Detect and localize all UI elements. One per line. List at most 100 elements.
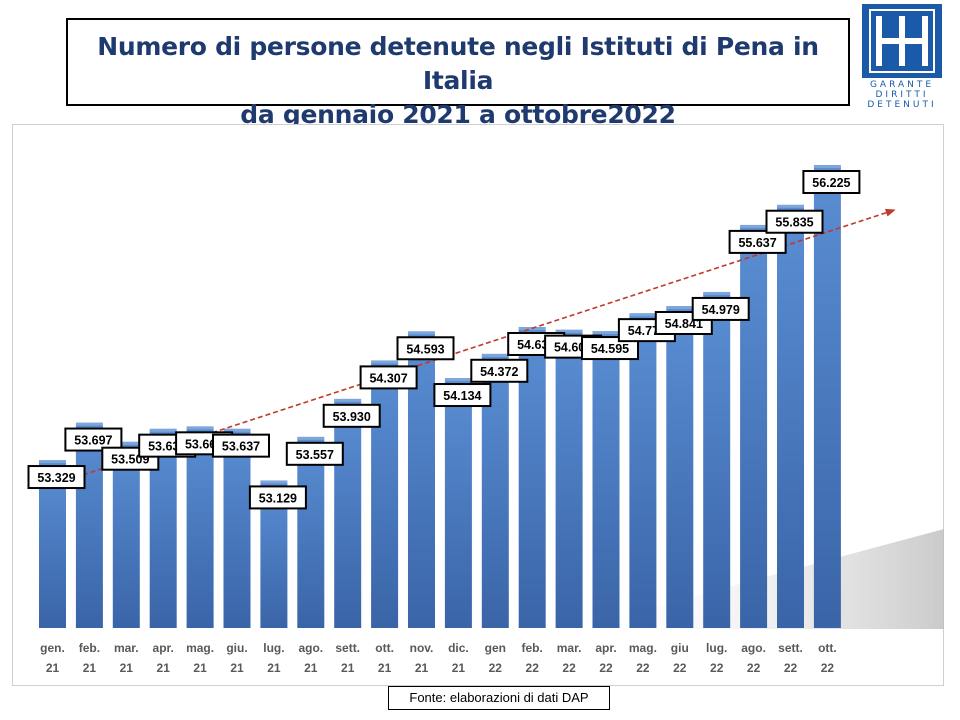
- bar: [777, 206, 804, 628]
- bar-top-edge: [223, 428, 251, 432]
- chart-title-line1: Numero di persone detenute negli Istitut…: [97, 32, 819, 95]
- data-label-text: 53.637: [222, 440, 260, 454]
- bar-top-edge: [444, 378, 472, 382]
- data-label-box: [64, 427, 123, 452]
- bar: [223, 430, 251, 628]
- bar: [592, 333, 620, 628]
- data-label-text: 56.225: [812, 176, 850, 190]
- bar-chart: 53.32953.69753.50953.63753.66053.63753.1…: [27, 165, 944, 675]
- bar-top-edge: [703, 291, 731, 295]
- data-label-text: 55.637: [738, 236, 776, 250]
- data-label-text: 53.557: [296, 448, 334, 462]
- bar-top-edge: [629, 313, 657, 317]
- data-label: 53.930: [322, 403, 381, 428]
- data-label: 54.372: [470, 358, 529, 383]
- data-label-box: [470, 358, 529, 383]
- x-tick-label: ago. 21: [298, 641, 323, 675]
- bar: [371, 362, 399, 628]
- data-label: 53.697: [64, 427, 123, 452]
- logo-text-line1: GARANTE: [869, 80, 935, 90]
- bar: [334, 400, 362, 628]
- x-tick-label: lug. 22: [706, 641, 727, 675]
- logo-emblem: [862, 4, 942, 78]
- bar-top-edge: [39, 460, 66, 464]
- x-tick-label: ott. 21: [375, 641, 394, 675]
- logo-text-line2: DIRITTI: [875, 90, 929, 100]
- data-label-box: [691, 296, 750, 321]
- data-label-box: [765, 209, 824, 234]
- x-tick-label: mag. 22: [629, 641, 657, 675]
- bar-top-edge: [777, 204, 804, 208]
- bar: [740, 226, 768, 628]
- x-tick-label: sett. 21: [335, 641, 360, 675]
- data-label-box: [27, 465, 86, 490]
- data-label: 55.835: [765, 209, 824, 234]
- bar-top-edge: [334, 398, 362, 402]
- data-label-box: [212, 433, 270, 458]
- x-tick-label: gen. 21: [40, 641, 65, 675]
- data-label-box: [433, 383, 492, 408]
- data-label-text: 53.930: [333, 410, 371, 424]
- logo-emblem-icon: [869, 9, 935, 73]
- logo-text-line3: DETENUTI: [867, 100, 937, 110]
- data-label-text: 54.595: [591, 342, 629, 356]
- data-label-text: 54.134: [443, 389, 481, 403]
- data-label: 54.595: [581, 336, 639, 361]
- bar-top-edge: [112, 441, 140, 445]
- bar-top-edge: [740, 224, 768, 228]
- bar-top-edge: [481, 353, 509, 357]
- data-label-text: 55.835: [775, 216, 813, 230]
- data-label-text: 54.979: [702, 303, 740, 317]
- x-tick-label: dic. 21: [448, 641, 469, 675]
- data-label-text: 54.307: [369, 371, 407, 385]
- bar-top-edge: [371, 360, 399, 364]
- data-label-box: [248, 485, 307, 510]
- bar-top-edge: [555, 329, 583, 333]
- data-label: 55.637: [728, 229, 787, 254]
- data-label: 53.329: [27, 465, 86, 490]
- data-label: 54.979: [691, 296, 750, 321]
- source-note: Fonte: elaborazioni di dati DAP: [388, 686, 610, 710]
- data-label: 53.637: [212, 433, 270, 458]
- x-tick-label: mar. 21: [114, 641, 139, 675]
- data-label-box: [285, 441, 344, 466]
- data-label-text: 54.372: [480, 365, 518, 379]
- x-tick-label: feb. 22: [522, 641, 543, 675]
- bar: [112, 443, 140, 628]
- data-label-box: [728, 229, 787, 254]
- data-label-box: [359, 365, 418, 390]
- bar-top-edge: [813, 165, 841, 168]
- data-label-text: 53.329: [37, 471, 75, 485]
- bar: [555, 331, 583, 628]
- x-tick-label: apr. 21: [153, 641, 174, 675]
- bar-top-edge: [297, 436, 325, 440]
- x-tick-label: sett. 22: [778, 641, 803, 675]
- bar-top-edge: [592, 331, 620, 335]
- x-tick-label: lug. 21: [263, 641, 284, 675]
- data-label-box: [396, 336, 455, 361]
- bar: [39, 462, 66, 628]
- data-label: 53.557: [285, 441, 344, 466]
- data-label-text: 54.593: [406, 342, 444, 356]
- data-label-box: [802, 170, 861, 194]
- bar: [629, 315, 657, 628]
- bar: [75, 424, 103, 628]
- x-tick-label: gen 22: [485, 641, 506, 675]
- data-label: 54.134: [433, 383, 492, 408]
- data-label-box: [322, 403, 381, 428]
- garante-logo: GARANTE DIRITTI DETENUTI: [862, 4, 942, 110]
- data-label: 53.129: [248, 485, 307, 510]
- x-tick-label: apr. 22: [595, 641, 616, 675]
- x-tick-label: giu. 21: [226, 641, 247, 675]
- x-tick-label: ago. 22: [741, 641, 766, 675]
- x-tick-label: giu 22: [671, 641, 689, 675]
- bar: [666, 307, 694, 628]
- data-label-text: 53.697: [74, 434, 112, 448]
- x-tick-label: feb. 21: [79, 641, 100, 675]
- bar-top-edge: [186, 426, 214, 430]
- x-tick-label: ott. 22: [818, 641, 837, 675]
- bar: [444, 380, 472, 628]
- data-label-box: [581, 336, 639, 361]
- bar: [297, 438, 325, 628]
- bar-top-edge: [408, 331, 435, 335]
